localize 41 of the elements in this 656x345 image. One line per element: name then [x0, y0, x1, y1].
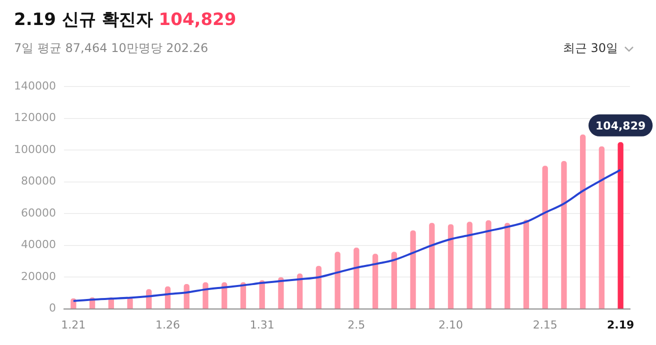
y-tick-label: 120000	[14, 111, 56, 124]
bar	[486, 220, 492, 309]
bar	[448, 224, 454, 309]
bar	[523, 220, 530, 309]
bar	[354, 248, 360, 309]
bar	[391, 252, 397, 309]
bar	[561, 161, 567, 309]
chart-subtitle: 7일 평균 87,464 10만명당 202.26	[14, 40, 208, 57]
y-tick-label: 20000	[20, 270, 56, 283]
text: 최근 30일	[562, 40, 618, 57]
y-tick-label: 100000	[14, 142, 56, 156]
bar	[429, 222, 435, 309]
bar	[598, 146, 605, 309]
y-tick-label: 60000	[20, 206, 56, 220]
x-tick-label: 2.5	[348, 318, 366, 332]
bar	[580, 134, 586, 309]
annotation: 104,829	[596, 119, 646, 132]
bar	[372, 254, 378, 309]
bar	[202, 282, 208, 309]
x-tick-label: 2.15	[532, 318, 558, 332]
x-tick-label: 1.31	[250, 318, 274, 332]
bar	[297, 274, 303, 309]
bar	[542, 166, 548, 309]
bar	[316, 266, 322, 309]
bar	[278, 277, 284, 309]
bar	[466, 222, 472, 309]
y-tick-label: 40000	[20, 238, 56, 252]
bar	[504, 222, 510, 309]
x-tick-label: 1.21	[61, 318, 86, 332]
x-tick-label: 2.10	[438, 318, 464, 332]
bar	[259, 280, 265, 309]
chart-title: 2.19 신규 확진자 104,829	[14, 10, 236, 30]
line-series	[72, 168, 622, 302]
bar	[618, 142, 624, 309]
bar	[334, 252, 340, 309]
bar	[410, 230, 416, 309]
x-tick-label: 2.19	[606, 318, 634, 332]
x-tick-label: 1.26	[156, 318, 180, 332]
y-tick-label: 0	[48, 302, 56, 315]
y-tick-label: 140000	[14, 79, 56, 92]
y-tick-label: 80000	[20, 174, 56, 188]
